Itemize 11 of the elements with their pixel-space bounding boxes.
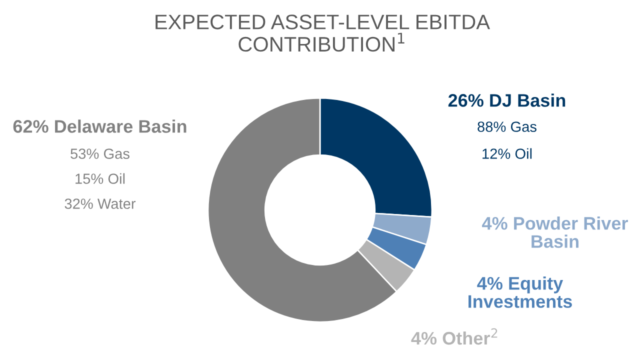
chart-title: EXPECTED ASSET-LEVEL EBITDA CONTRIBUTION$^{1}$: [156, 14, 490, 52]
text: 32% Water: [64, 198, 136, 209]
slice-label: 26% DJ Basin: [448, 94, 566, 107]
text: 12% Oil: [482, 148, 532, 159]
text: 15% Oil: [76, 173, 125, 184]
text: 88% Gas: [478, 122, 536, 132]
slice-label: 4% Powder River Basin: [482, 216, 628, 248]
slice-label: 4% Other$^{2}$: [411, 328, 498, 345]
slice-label: 4% Equity Investments: [468, 276, 572, 308]
slice-label: 62% Delaware Basin: [13, 120, 186, 133]
text: 53% Gas: [70, 148, 130, 159]
